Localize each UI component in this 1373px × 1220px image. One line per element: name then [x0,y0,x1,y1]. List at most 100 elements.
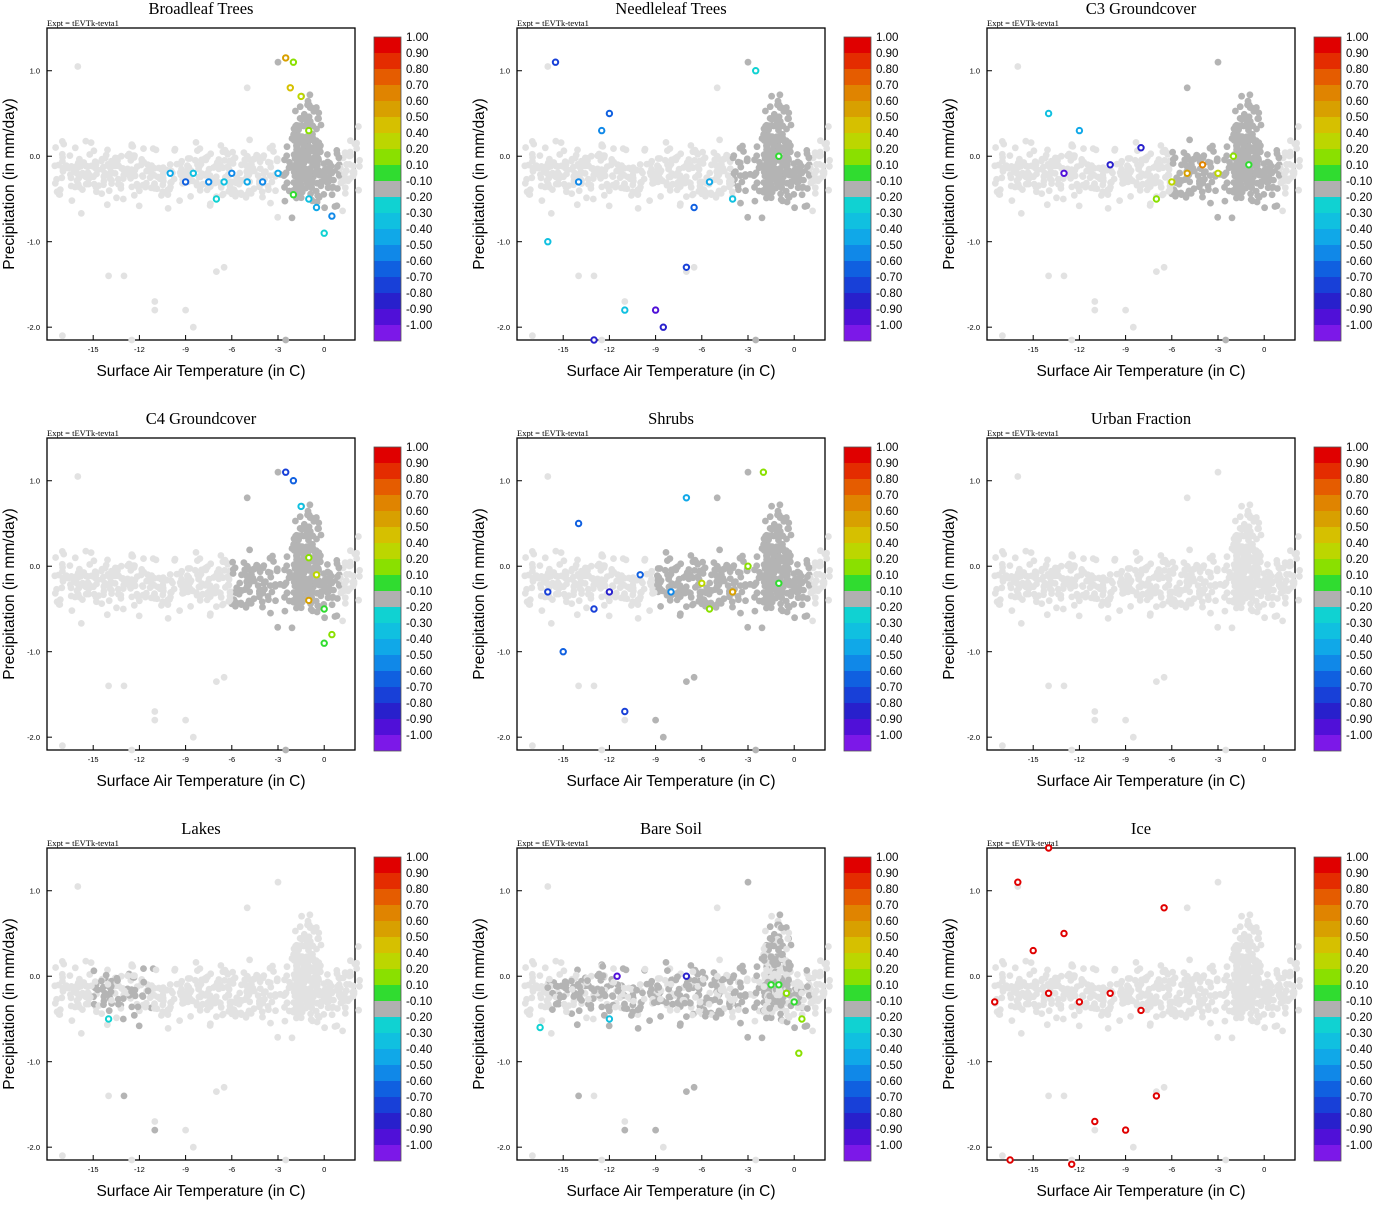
colorbar-swatch [1314,53,1341,69]
data-point-highlight [291,60,296,65]
data-point [1212,597,1219,604]
y-tick-label: 1.0 [30,477,40,486]
data-point [816,571,823,578]
data-point [606,203,613,210]
data-point [120,196,127,203]
data-point [1040,181,1047,188]
data-point-highlight [1061,171,1066,176]
data-point [274,214,281,221]
data-point [218,552,225,559]
data-point [284,963,291,970]
data-point [267,200,274,207]
data-point [628,602,635,609]
data-point [246,137,253,144]
colorbar-swatch [844,293,871,309]
colorbar-label: -0.70 [406,682,432,694]
data-point [1079,172,1086,179]
data-point [546,156,553,163]
data-point [1233,605,1240,612]
data-point [575,161,582,168]
data-point [1068,184,1075,191]
colorbar-swatch [844,735,871,751]
data-point [602,172,609,179]
data-point [826,567,833,574]
data-point [1205,186,1212,193]
data-point [683,193,690,200]
data-point [67,581,74,588]
data-point [88,163,95,170]
data-point [229,149,236,156]
data-point [521,162,528,169]
data-point [1224,553,1231,560]
data-point [339,1028,346,1035]
x-tick-label: -15 [88,345,99,354]
data-point [1255,139,1262,146]
data-point [1205,596,1212,603]
data-point [259,604,266,611]
data-point [804,202,811,209]
x-tick-label: -15 [88,755,99,764]
data-point [1295,187,1302,194]
data-point [197,1007,204,1014]
data-point [1184,84,1191,91]
data-point [1031,557,1038,564]
data-point [1071,192,1078,199]
data-point [118,575,125,582]
x-axis-label: Surface Air Temperature (in C) [96,773,305,790]
data-point [113,604,120,611]
colorbar-label: -0.30 [406,618,432,630]
data-point [1243,172,1250,179]
data-point [193,139,200,146]
data-point [1190,156,1197,163]
data-point [1222,608,1229,615]
data-point [74,473,81,480]
data-point [677,612,684,619]
data-point [1186,598,1193,605]
data-point [347,562,354,569]
data-point [1152,180,1159,187]
data-point [718,576,725,583]
data-point [60,987,67,994]
data-point [105,683,112,690]
data-point [261,990,268,997]
x-tick-label: -3 [745,345,752,354]
data-point [1152,590,1159,597]
data-point [826,163,833,170]
data-point [334,595,341,602]
x-tick-label: -3 [1215,755,1222,764]
data-point-highlight [545,589,550,594]
data-point [529,151,536,158]
colorbar-swatch [1314,293,1341,309]
data-point [1238,133,1245,140]
data-point [1279,208,1286,215]
colorbar-label: 0.10 [406,570,428,582]
data-point [219,602,226,609]
data-point [1224,179,1231,186]
colorbar-swatch [844,559,871,575]
colorbar-label: -1.00 [1346,320,1372,332]
colorbar-label: 0.10 [1346,160,1368,172]
data-point [219,1012,226,1019]
x-tick-label: -6 [1168,755,1175,764]
data-point [1048,177,1055,184]
data-point [783,188,790,195]
data-point [759,624,766,631]
data-point [59,548,66,555]
data-point [244,153,251,160]
data-point [996,601,1003,608]
data-point [113,1014,120,1021]
y-axis-label: Precipitation (in mm/day) [471,508,488,679]
data-point-highlight [668,589,673,594]
data-point [1256,172,1263,179]
data-point [823,550,830,557]
data-point [1100,178,1107,185]
x-axis-label: Surface Air Temperature (in C) [566,773,775,790]
data-point [786,146,793,153]
data-point [992,180,999,187]
data-point [660,734,667,741]
data-point [1118,166,1125,173]
data-point [242,586,249,593]
colorbar-swatch [374,197,401,213]
data-point [1222,198,1229,205]
